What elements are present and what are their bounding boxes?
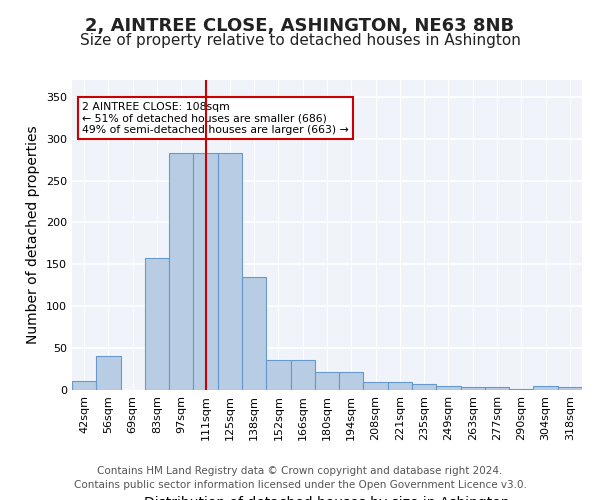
Bar [533, 386, 558, 390]
Bar [412, 384, 436, 390]
Bar [169, 153, 193, 390]
Bar [218, 153, 242, 390]
Bar [364, 382, 388, 390]
Text: 2, AINTREE CLOSE, ASHINGTON, NE63 8NB: 2, AINTREE CLOSE, ASHINGTON, NE63 8NB [85, 18, 515, 36]
Bar [242, 277, 266, 390]
Bar [290, 360, 315, 390]
Bar [388, 382, 412, 390]
Bar [96, 356, 121, 390]
Bar [461, 386, 485, 390]
Bar [145, 258, 169, 390]
Bar [266, 360, 290, 390]
Bar [72, 381, 96, 390]
Bar [509, 389, 533, 390]
Y-axis label: Number of detached properties: Number of detached properties [26, 126, 40, 344]
Bar [339, 372, 364, 390]
Bar [315, 372, 339, 390]
Text: 2 AINTREE CLOSE: 108sqm
← 51% of detached houses are smaller (686)
49% of semi-d: 2 AINTREE CLOSE: 108sqm ← 51% of detache… [82, 102, 349, 135]
Bar [436, 386, 461, 390]
Bar [485, 388, 509, 390]
Bar [558, 388, 582, 390]
Bar [193, 153, 218, 390]
Text: Contains HM Land Registry data © Crown copyright and database right 2024.
Contai: Contains HM Land Registry data © Crown c… [74, 466, 526, 490]
X-axis label: Distribution of detached houses by size in Ashington: Distribution of detached houses by size … [144, 496, 510, 500]
Text: Size of property relative to detached houses in Ashington: Size of property relative to detached ho… [80, 32, 520, 48]
